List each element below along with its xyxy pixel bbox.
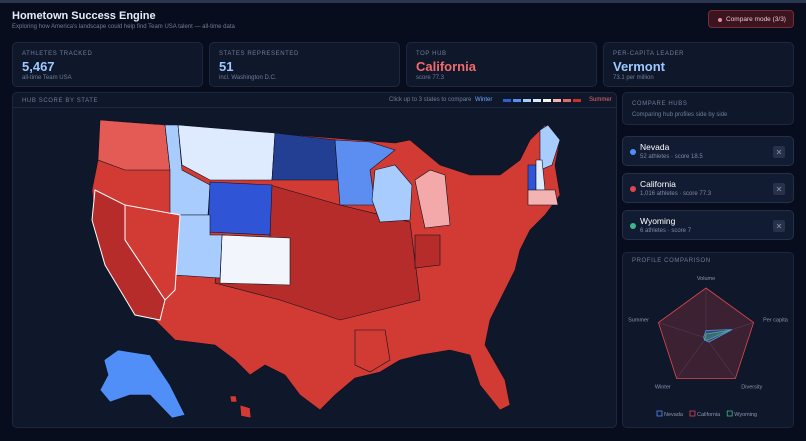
state[interactable] (527, 189, 559, 206)
stat-sub: all-time Team USA (22, 75, 72, 81)
compare-subtitle: Comparing hub profiles side by side (632, 112, 728, 118)
divider (13, 107, 616, 108)
legend-scale (503, 99, 581, 102)
legend-label: California (697, 412, 721, 418)
subtitle: Exploring how America's landscape could … (12, 24, 235, 30)
hub-name: California (640, 179, 676, 189)
state[interactable] (371, 164, 413, 223)
legend-label: Nevada (664, 412, 684, 418)
legend-low: Winter (475, 97, 493, 103)
hub-card[interactable]: Nevada 52 athletes · score 18.5 (622, 136, 794, 166)
hub-detail: 1,016 athletes · score 77.3 (640, 191, 712, 197)
compare-panel: COMPARE HUBS Comparing hub profiles side… (622, 92, 794, 125)
state-selected[interactable] (91, 189, 166, 321)
radar-axis-label: Diversity (741, 385, 762, 391)
remove-button[interactable] (773, 183, 785, 195)
radar-axis-label: Summer (628, 317, 649, 323)
radar-axis-label: Winter (655, 385, 671, 391)
state[interactable] (334, 139, 396, 206)
state[interactable] (99, 349, 186, 419)
hub-card[interactable]: California 1,016 athletes · score 77.3 (622, 173, 794, 203)
stat-value: 5,467 (22, 59, 55, 74)
legend-swatch (726, 410, 733, 417)
legend-swatch (689, 410, 696, 417)
state[interactable] (414, 169, 451, 229)
state[interactable] (527, 164, 537, 191)
stat-card: PER-CAPITA LEADER Vermont 73.1 per million (603, 42, 794, 87)
stat-label: PER-CAPITA LEADER (613, 51, 685, 57)
radar-spoke (658, 322, 707, 339)
icon (718, 18, 722, 22)
remove-button[interactable] (773, 220, 785, 232)
state[interactable] (177, 124, 276, 181)
state[interactable] (207, 181, 273, 236)
stat-label: STATES REPRESENTED (219, 51, 299, 57)
stat-label: ATHLETES TRACKED (22, 51, 93, 57)
radar-spoke (705, 337, 736, 379)
state[interactable] (239, 404, 252, 419)
stat-sub: incl. Washington D.C. (219, 75, 277, 81)
stat-value: California (416, 59, 476, 74)
top-bar (0, 0, 806, 3)
state[interactable] (229, 395, 238, 403)
hub-dot (630, 223, 636, 229)
state[interactable] (97, 119, 171, 171)
hub-card[interactable]: Wyoming 6 athletes · score 7 (622, 210, 794, 240)
button-label: Compare mode (3/3) (726, 16, 786, 23)
state[interactable] (414, 234, 441, 269)
legend-high: Summer (589, 97, 612, 103)
compare-title: COMPARE HUBS (632, 101, 688, 107)
stat-sub: 73.1 per million (613, 75, 654, 81)
hub-dot (630, 149, 636, 155)
stat-card: TOP HUB California score 77.3 (406, 42, 597, 87)
legend-swatch (656, 410, 663, 417)
legend-label: Wyoming (734, 412, 757, 418)
radar-series (657, 287, 755, 379)
hub-detail: 6 athletes · score 7 (640, 228, 692, 234)
stat-value: Vermont (613, 59, 666, 74)
stat-sub: score 77.3 (416, 75, 445, 81)
hub-name: Nevada (640, 142, 670, 152)
map-hint: Click up to 3 states to compare (389, 97, 472, 103)
hub-dot (630, 186, 636, 192)
map-title: HUB SCORE BY STATE (22, 98, 99, 104)
title: Hometown Success Engine (12, 10, 156, 22)
radar-axis-label: Volume (697, 276, 715, 282)
radar-spoke (676, 337, 707, 379)
stat-card: ATHLETES TRACKED 5,467 all-time Team USA (12, 42, 203, 87)
stat-card: STATES REPRESENTED 51 incl. Washington D.C… (209, 42, 400, 87)
state[interactable] (219, 234, 291, 286)
state[interactable] (539, 124, 561, 171)
hub-detail: 52 athletes · score 18.5 (640, 154, 703, 160)
hub-name: Wyoming (640, 216, 676, 226)
us-map (91, 119, 561, 419)
radar-chart: Volume Per capita Diversity Winter Summer Nev… (628, 276, 789, 418)
state[interactable] (271, 132, 339, 181)
radar-axis-label: Per capita (763, 317, 789, 323)
stat-value: 51 (219, 59, 234, 74)
profile-title: PROFILE COMPARISON (632, 258, 711, 264)
remove-button[interactable] (773, 146, 785, 158)
radar-series (704, 329, 730, 341)
stat-label: TOP HUB (416, 51, 447, 57)
state[interactable] (354, 329, 391, 373)
compare-mode-button[interactable]: Compare mode (3/3) (708, 10, 794, 28)
